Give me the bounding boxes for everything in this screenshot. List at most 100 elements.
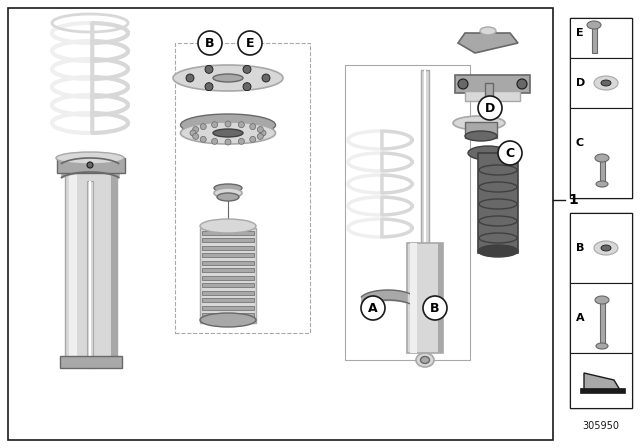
- Circle shape: [478, 96, 502, 120]
- Circle shape: [193, 126, 198, 133]
- Bar: [89, 181, 91, 368]
- Circle shape: [200, 136, 206, 142]
- Bar: [69, 168, 77, 363]
- Circle shape: [225, 139, 231, 145]
- Ellipse shape: [595, 296, 609, 304]
- Text: D: D: [576, 78, 585, 88]
- Bar: [570, 213, 632, 283]
- Bar: [580, 388, 625, 393]
- Text: C: C: [506, 146, 515, 159]
- Bar: [600, 158, 605, 186]
- Text: E: E: [246, 36, 254, 49]
- Text: 1: 1: [568, 193, 578, 207]
- Circle shape: [423, 296, 447, 320]
- Ellipse shape: [594, 76, 618, 90]
- Bar: [438, 243, 443, 353]
- Circle shape: [198, 31, 222, 55]
- Bar: [465, 122, 497, 138]
- Circle shape: [250, 136, 256, 142]
- Bar: [487, 98, 493, 128]
- Bar: [202, 306, 254, 310]
- Circle shape: [186, 74, 194, 82]
- Circle shape: [193, 134, 198, 139]
- Text: B: B: [576, 243, 584, 253]
- Ellipse shape: [213, 74, 243, 82]
- Bar: [202, 298, 254, 302]
- Ellipse shape: [214, 184, 242, 192]
- Bar: [570, 58, 632, 108]
- Ellipse shape: [601, 245, 611, 251]
- Bar: [570, 213, 632, 408]
- Bar: [202, 290, 254, 294]
- Bar: [570, 353, 632, 408]
- Circle shape: [212, 138, 218, 144]
- Bar: [202, 238, 254, 242]
- Bar: [202, 253, 254, 257]
- Ellipse shape: [200, 313, 256, 327]
- Ellipse shape: [416, 353, 434, 367]
- Circle shape: [212, 122, 218, 128]
- Bar: [175, 43, 310, 333]
- Ellipse shape: [468, 146, 508, 160]
- Bar: [200, 228, 256, 323]
- Circle shape: [200, 124, 206, 129]
- Ellipse shape: [173, 65, 283, 91]
- Text: C: C: [576, 138, 584, 148]
- Bar: [65, 168, 117, 363]
- Bar: [455, 75, 530, 93]
- Text: A: A: [368, 302, 378, 314]
- Bar: [60, 356, 122, 368]
- Bar: [87, 181, 93, 368]
- Bar: [424, 70, 426, 300]
- Circle shape: [361, 296, 385, 320]
- Text: B: B: [205, 36, 215, 49]
- Ellipse shape: [420, 357, 429, 363]
- Ellipse shape: [480, 27, 496, 35]
- Circle shape: [87, 162, 93, 168]
- Bar: [570, 18, 632, 198]
- Ellipse shape: [56, 152, 124, 164]
- Circle shape: [238, 31, 262, 55]
- Circle shape: [257, 126, 263, 133]
- Ellipse shape: [214, 188, 242, 198]
- Bar: [410, 243, 417, 353]
- Ellipse shape: [601, 80, 611, 86]
- Circle shape: [225, 121, 231, 127]
- Bar: [570, 108, 632, 198]
- Bar: [202, 260, 254, 264]
- Ellipse shape: [594, 241, 618, 255]
- Bar: [111, 168, 117, 363]
- Bar: [202, 231, 254, 234]
- Ellipse shape: [478, 245, 518, 257]
- Bar: [592, 23, 597, 53]
- Ellipse shape: [595, 154, 609, 162]
- Bar: [345, 65, 470, 360]
- Circle shape: [458, 79, 468, 89]
- Circle shape: [250, 124, 256, 129]
- Bar: [600, 300, 605, 348]
- Circle shape: [243, 83, 251, 90]
- Circle shape: [205, 65, 213, 73]
- Bar: [465, 91, 520, 101]
- Text: B: B: [430, 302, 440, 314]
- Circle shape: [190, 130, 196, 136]
- Circle shape: [257, 134, 263, 139]
- Ellipse shape: [180, 114, 275, 136]
- Ellipse shape: [587, 21, 601, 29]
- Circle shape: [260, 130, 266, 136]
- Bar: [202, 246, 254, 250]
- Ellipse shape: [596, 343, 608, 349]
- Bar: [202, 313, 254, 317]
- Bar: [485, 83, 493, 123]
- Circle shape: [238, 138, 244, 144]
- Text: 305950: 305950: [582, 421, 620, 431]
- Circle shape: [205, 83, 213, 90]
- Circle shape: [517, 79, 527, 89]
- Bar: [407, 243, 443, 353]
- Text: E: E: [576, 28, 584, 38]
- Ellipse shape: [62, 160, 118, 172]
- Polygon shape: [584, 373, 620, 390]
- Bar: [570, 18, 632, 58]
- Ellipse shape: [213, 129, 243, 137]
- Ellipse shape: [200, 219, 256, 233]
